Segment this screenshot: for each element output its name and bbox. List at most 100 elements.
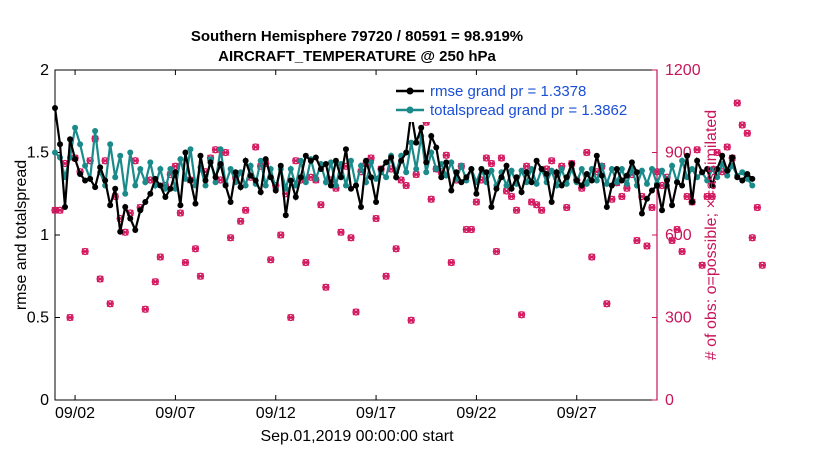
series-point-rmse <box>383 159 390 166</box>
series-point-totalspread <box>749 182 756 189</box>
obs-assimilated-point <box>347 234 355 242</box>
series-point-totalspread <box>428 149 435 156</box>
series-point-totalspread <box>52 149 58 156</box>
obs-assimilated-point <box>317 201 325 209</box>
series-point-rmse <box>172 169 179 176</box>
series-point-rmse <box>513 174 520 181</box>
series-point-rmse <box>182 149 189 156</box>
series-point-rmse <box>302 152 309 159</box>
series-point-totalspread <box>327 159 334 166</box>
x-tick-label: 09/27 <box>557 405 597 422</box>
series-point-rmse <box>493 185 500 192</box>
obs-assimilated-point <box>743 129 751 137</box>
y-tick-label-left: 0 <box>40 392 49 409</box>
series-point-totalspread <box>659 167 666 174</box>
obs-assimilated-point <box>367 154 375 162</box>
chart-title-line2: AIRCRAFT_TEMPERATURE @ 250 hPa <box>218 48 496 65</box>
y-tick-label-right: 1200 <box>665 62 701 79</box>
series-point-rmse <box>699 169 706 176</box>
series-point-totalspread <box>358 162 365 169</box>
obs-assimilated-point <box>492 248 500 255</box>
series-point-totalspread <box>488 167 495 174</box>
series-point-rmse <box>744 170 751 177</box>
series-point-totalspread <box>162 185 169 192</box>
series-point-rmse <box>102 177 109 184</box>
legend-spread-marker <box>406 106 414 114</box>
y-tick-label-left: 0.5 <box>27 310 49 327</box>
obs-assimilated-point <box>96 275 104 283</box>
obs-assimilated-point <box>181 259 189 266</box>
x-axis-label: Sep.01,2019 00:00:00 start <box>260 428 454 445</box>
obs-assimilated-point <box>467 226 475 233</box>
series-point-totalspread <box>312 175 319 182</box>
series-point-rmse <box>202 177 209 184</box>
series-point-totalspread <box>638 167 645 174</box>
series-point-totalspread <box>262 182 269 189</box>
obs-assimilated-point <box>252 143 260 151</box>
series-point-rmse <box>403 149 410 156</box>
series-point-rmse <box>533 157 540 164</box>
series-point-rmse <box>82 177 89 184</box>
series-point-rmse <box>282 212 289 219</box>
obs-assimilated-point <box>352 308 360 316</box>
series-point-rmse <box>192 200 199 207</box>
obs-assimilated-point <box>176 209 184 217</box>
obs-assimilated-point <box>196 272 204 280</box>
series-point-rmse <box>227 199 234 205</box>
series-point-totalspread <box>122 190 129 197</box>
series-point-rmse <box>709 182 716 189</box>
series-point-rmse <box>393 174 400 181</box>
series-point-rmse <box>518 189 525 196</box>
series-point-totalspread <box>709 166 716 172</box>
series-point-rmse <box>142 199 149 205</box>
obs-assimilated-point <box>753 204 761 211</box>
series-point-rmse <box>147 190 154 197</box>
series-point-totalspread <box>82 162 89 169</box>
obs-assimilated-point <box>678 248 686 255</box>
series-point-totalspread <box>583 180 590 187</box>
series-point-rmse <box>573 177 580 184</box>
obs-assimilated-point <box>693 146 701 154</box>
series-point-totalspread <box>618 166 625 172</box>
series-point-totalspread <box>247 162 254 169</box>
series-point-rmse <box>603 203 610 210</box>
series-point-rmse <box>578 182 585 189</box>
series-point-rmse <box>262 156 269 163</box>
obs-assimilated-point <box>563 204 571 211</box>
series-point-rmse <box>488 203 495 210</box>
series-point-rmse <box>638 210 645 217</box>
series-point-totalspread <box>643 180 650 187</box>
series-point-totalspread <box>704 177 711 184</box>
obs-assimilated-point <box>106 300 114 308</box>
series-point-totalspread <box>187 146 194 153</box>
legend-spread-label: totalspread grand pr = 1.3862 <box>430 102 627 119</box>
series-point-rmse <box>528 179 535 186</box>
y-tick-label-left: 1 <box>40 227 49 244</box>
series-point-rmse <box>137 207 144 214</box>
series-point-rmse <box>292 194 299 201</box>
series-point-rmse <box>633 169 640 176</box>
series-point-rmse <box>117 228 124 235</box>
obs-assimilated-point <box>382 272 390 280</box>
series-point-rmse <box>433 144 440 151</box>
plot-area <box>54 69 658 401</box>
series-point-rmse <box>222 182 229 189</box>
series-point-totalspread <box>403 169 410 176</box>
obs-assimilated-point <box>171 162 179 170</box>
series-point-totalspread <box>518 167 525 174</box>
series-point-rmse <box>694 157 701 164</box>
series-point-rmse <box>588 177 595 184</box>
series-point-rmse <box>373 199 380 205</box>
series-point-totalspread <box>623 180 630 187</box>
series-point-totalspread <box>177 156 184 163</box>
series-point-rmse <box>358 203 365 210</box>
series-point-rmse <box>72 156 79 163</box>
series-point-rmse <box>398 157 405 164</box>
series-point-rmse <box>443 159 450 166</box>
obs-assimilated-point <box>623 184 631 192</box>
series-point-rmse <box>659 207 666 214</box>
series-point-rmse <box>538 166 545 172</box>
series-point-totalspread <box>433 166 440 172</box>
series-point-totalspread <box>297 157 304 164</box>
series-point-totalspread <box>458 162 465 169</box>
